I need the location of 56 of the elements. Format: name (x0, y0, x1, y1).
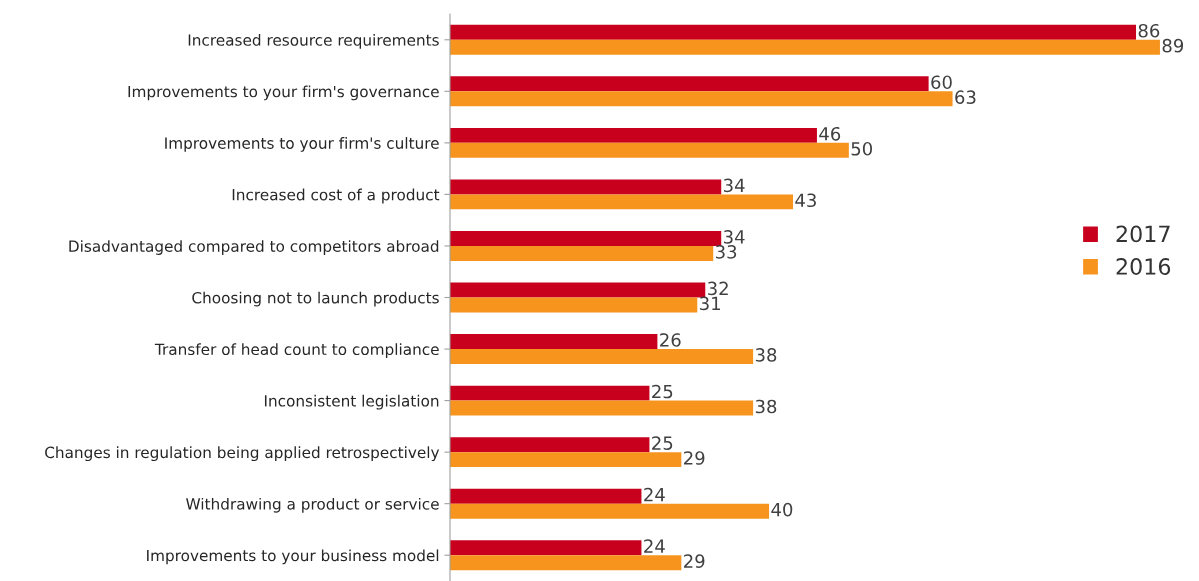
y-tick-label: Transfer of head count to compliance (154, 343, 439, 359)
data-label: 46 (819, 126, 841, 141)
y-tick-label: Inconsistent legislation (264, 394, 439, 410)
data-label: 34 (723, 178, 745, 193)
data-label: 38 (755, 348, 777, 362)
data-label: 86 (1138, 23, 1160, 38)
bar (450, 127, 817, 143)
bar (450, 385, 650, 401)
data-label: 29 (684, 554, 705, 568)
data-label: 63 (955, 90, 976, 105)
data-label: 40 (771, 502, 793, 517)
data-label: 43 (795, 193, 816, 208)
bar (450, 142, 849, 158)
bar (450, 297, 698, 313)
y-tick-label: Improvements to your business model (147, 549, 439, 565)
bar (450, 349, 754, 364)
data-label: 26 (660, 333, 681, 347)
bar (450, 231, 722, 246)
y-tick-label: Improvements to your firm's culture (165, 137, 439, 152)
data-label: 25 (652, 384, 673, 399)
bar (450, 540, 642, 556)
legend-label: 2016 (1116, 258, 1171, 275)
data-label: 60 (931, 75, 952, 90)
bar (450, 503, 770, 519)
bar (450, 245, 714, 261)
bar (450, 76, 929, 92)
data-label: 32 (708, 281, 728, 296)
data-label: 89 (1162, 38, 1184, 53)
bar (450, 437, 650, 453)
data-label: 50 (851, 141, 873, 156)
data-label: 24 (644, 487, 665, 502)
data-label: 24 (644, 539, 665, 553)
data-label: 29 (684, 451, 705, 465)
bar (450, 24, 1137, 40)
y-tick-label: Improvements to your firm's governance (128, 85, 439, 101)
bar (450, 91, 953, 107)
bar (450, 194, 794, 210)
y-tick-label: Increased resource requirements (188, 33, 439, 49)
y-tick-label: Increased cost of a product (232, 188, 440, 204)
data-label: 25 (652, 436, 673, 450)
bar (450, 555, 682, 571)
data-label: 33 (716, 245, 737, 259)
bar (450, 400, 754, 416)
data-label: 31 (700, 296, 720, 311)
data-label: 34 (723, 230, 745, 244)
y-tick-label: Withdrawing a product or service (186, 497, 439, 513)
legend-label: 2017 (1116, 225, 1170, 243)
y-tick-label: Choosing not to launch products (192, 291, 439, 307)
bar (450, 334, 658, 350)
bar (450, 179, 722, 195)
y-tick-label: Disadvantaged compared to competitors abroad (69, 240, 439, 255)
bar (450, 39, 1160, 55)
y-tick-label: Changes in regulation being applied retrospectively (45, 446, 440, 462)
data-label: 38 (755, 399, 777, 414)
bar (450, 488, 642, 504)
bar (450, 452, 682, 468)
